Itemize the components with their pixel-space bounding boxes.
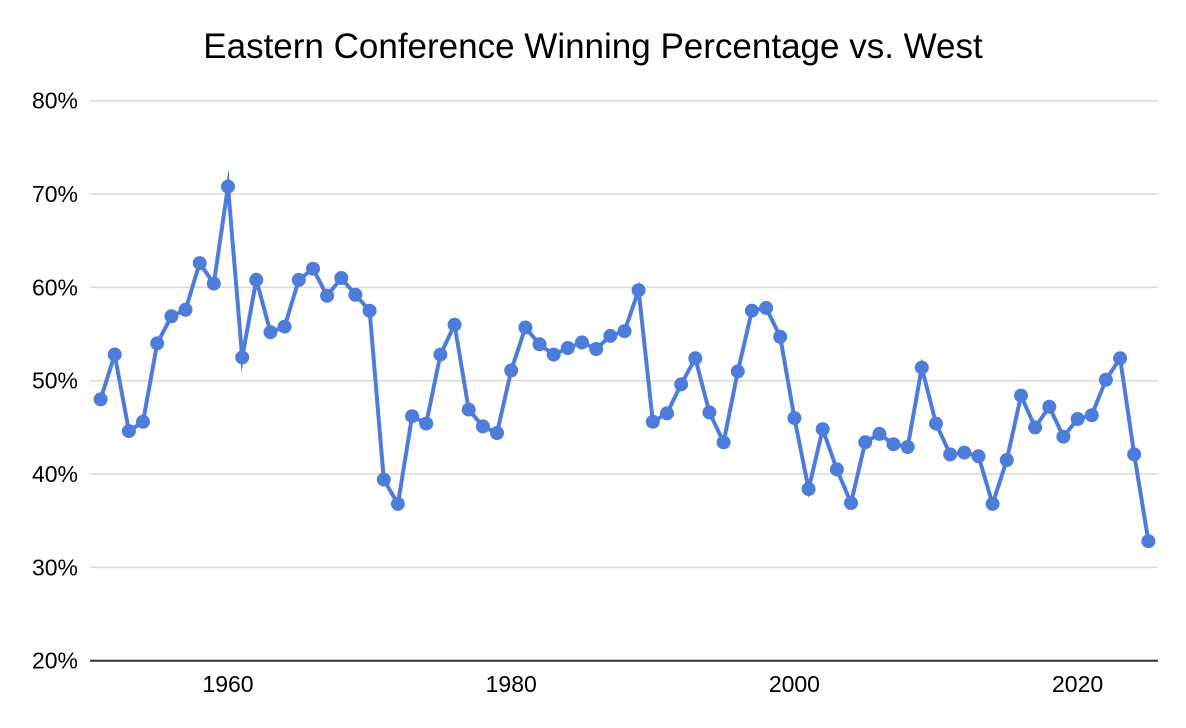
data-point[interactable]	[957, 445, 972, 460]
data-point[interactable]	[971, 449, 986, 464]
data-point[interactable]	[603, 328, 618, 343]
data-point[interactable]	[730, 364, 745, 379]
data-point[interactable]	[390, 496, 405, 511]
data-point[interactable]	[206, 276, 221, 291]
data-point[interactable]	[376, 472, 391, 487]
y-axis-tick-label: 80%	[32, 88, 78, 114]
data-point[interactable]	[702, 405, 717, 420]
data-point[interactable]	[575, 335, 589, 350]
data-point[interactable]	[759, 300, 774, 315]
data-point[interactable]	[121, 424, 136, 439]
data-point[interactable]	[107, 347, 122, 362]
data-series-group	[93, 169, 1156, 549]
gridlines-group	[90, 99, 1158, 662]
data-point[interactable]	[617, 324, 632, 339]
data-point[interactable]	[858, 435, 873, 450]
x-axis-tick-label: 1980	[486, 671, 537, 697]
data-point[interactable]	[1141, 534, 1156, 549]
data-point[interactable]	[334, 271, 349, 285]
data-point[interactable]	[546, 347, 561, 362]
data-point[interactable]	[249, 272, 264, 287]
data-point[interactable]	[815, 422, 830, 437]
data-point[interactable]	[532, 337, 547, 352]
data-point[interactable]	[518, 320, 533, 335]
data-point[interactable]	[178, 302, 193, 317]
data-point[interactable]	[221, 179, 235, 194]
data-point[interactable]	[405, 409, 420, 424]
data-point[interactable]	[348, 287, 363, 302]
data-point[interactable]	[829, 462, 844, 477]
x-axis-tick-label: 2020	[1052, 671, 1103, 697]
data-point[interactable]	[136, 414, 150, 429]
data-point[interactable]	[1056, 429, 1071, 444]
data-point[interactable]	[93, 392, 108, 407]
data-point[interactable]	[674, 377, 689, 392]
data-point[interactable]	[1127, 447, 1142, 462]
y-axis-tick-label: 50%	[32, 368, 78, 394]
data-point[interactable]	[192, 256, 207, 271]
data-point[interactable]	[150, 336, 165, 351]
data-point[interactable]	[886, 437, 901, 452]
data-point[interactable]	[914, 360, 929, 375]
data-point[interactable]	[1098, 372, 1113, 387]
data-point[interactable]	[929, 416, 943, 431]
data-point[interactable]	[631, 283, 646, 298]
data-point[interactable]	[1084, 408, 1099, 423]
data-point[interactable]	[1070, 412, 1085, 426]
data-point[interactable]	[461, 402, 476, 417]
data-point[interactable]	[475, 419, 490, 434]
y-axis-tick-label: 40%	[32, 461, 78, 487]
data-point[interactable]	[1014, 388, 1028, 403]
y-axis-tick-labels: 80% 70% 60% 50% 40% 30% 20%	[32, 88, 78, 674]
data-point[interactable]	[235, 350, 250, 365]
data-point[interactable]	[872, 426, 887, 441]
x-axis-tick-label: 1960	[202, 671, 253, 697]
data-point[interactable]	[773, 329, 788, 344]
data-point[interactable]	[490, 426, 504, 440]
data-point[interactable]	[263, 325, 278, 340]
data-point[interactable]	[716, 435, 731, 450]
data-point[interactable]	[306, 261, 320, 276]
x-axis-tick-labels: 1960 1980 2000 2020	[202, 671, 1103, 697]
chart-title: Eastern Conference Winning Percentage vs…	[203, 27, 983, 66]
data-point[interactable]	[943, 447, 958, 462]
data-point[interactable]	[277, 319, 292, 334]
data-point[interactable]	[744, 303, 759, 318]
data-point[interactable]	[801, 482, 816, 496]
data-point[interactable]	[787, 411, 802, 425]
data-point[interactable]	[419, 416, 434, 431]
y-axis-tick-label: 30%	[32, 554, 78, 580]
data-point[interactable]	[844, 496, 858, 510]
data-point[interactable]	[447, 317, 462, 332]
data-point[interactable]	[589, 342, 604, 356]
data-point[interactable]	[660, 406, 674, 421]
y-axis-tick-label: 20%	[32, 648, 78, 674]
data-point[interactable]	[688, 351, 703, 366]
data-point[interactable]	[320, 288, 335, 303]
x-axis-tick-label: 2000	[769, 671, 820, 697]
data-point[interactable]	[291, 272, 306, 287]
data-point[interactable]	[560, 341, 575, 355]
data-point[interactable]	[645, 414, 660, 429]
data-point[interactable]	[433, 347, 448, 362]
data-point[interactable]	[985, 496, 1000, 511]
data-line	[98, 169, 1151, 542]
data-point[interactable]	[1042, 399, 1057, 414]
y-axis-tick-label: 60%	[32, 274, 78, 300]
data-point[interactable]	[999, 453, 1014, 467]
y-axis-tick-label: 70%	[32, 181, 78, 207]
data-point[interactable]	[900, 440, 915, 454]
data-point[interactable]	[504, 363, 519, 378]
data-point[interactable]	[1028, 420, 1043, 435]
data-point[interactable]	[362, 303, 377, 318]
data-point[interactable]	[1113, 351, 1128, 366]
data-point[interactable]	[164, 309, 179, 324]
